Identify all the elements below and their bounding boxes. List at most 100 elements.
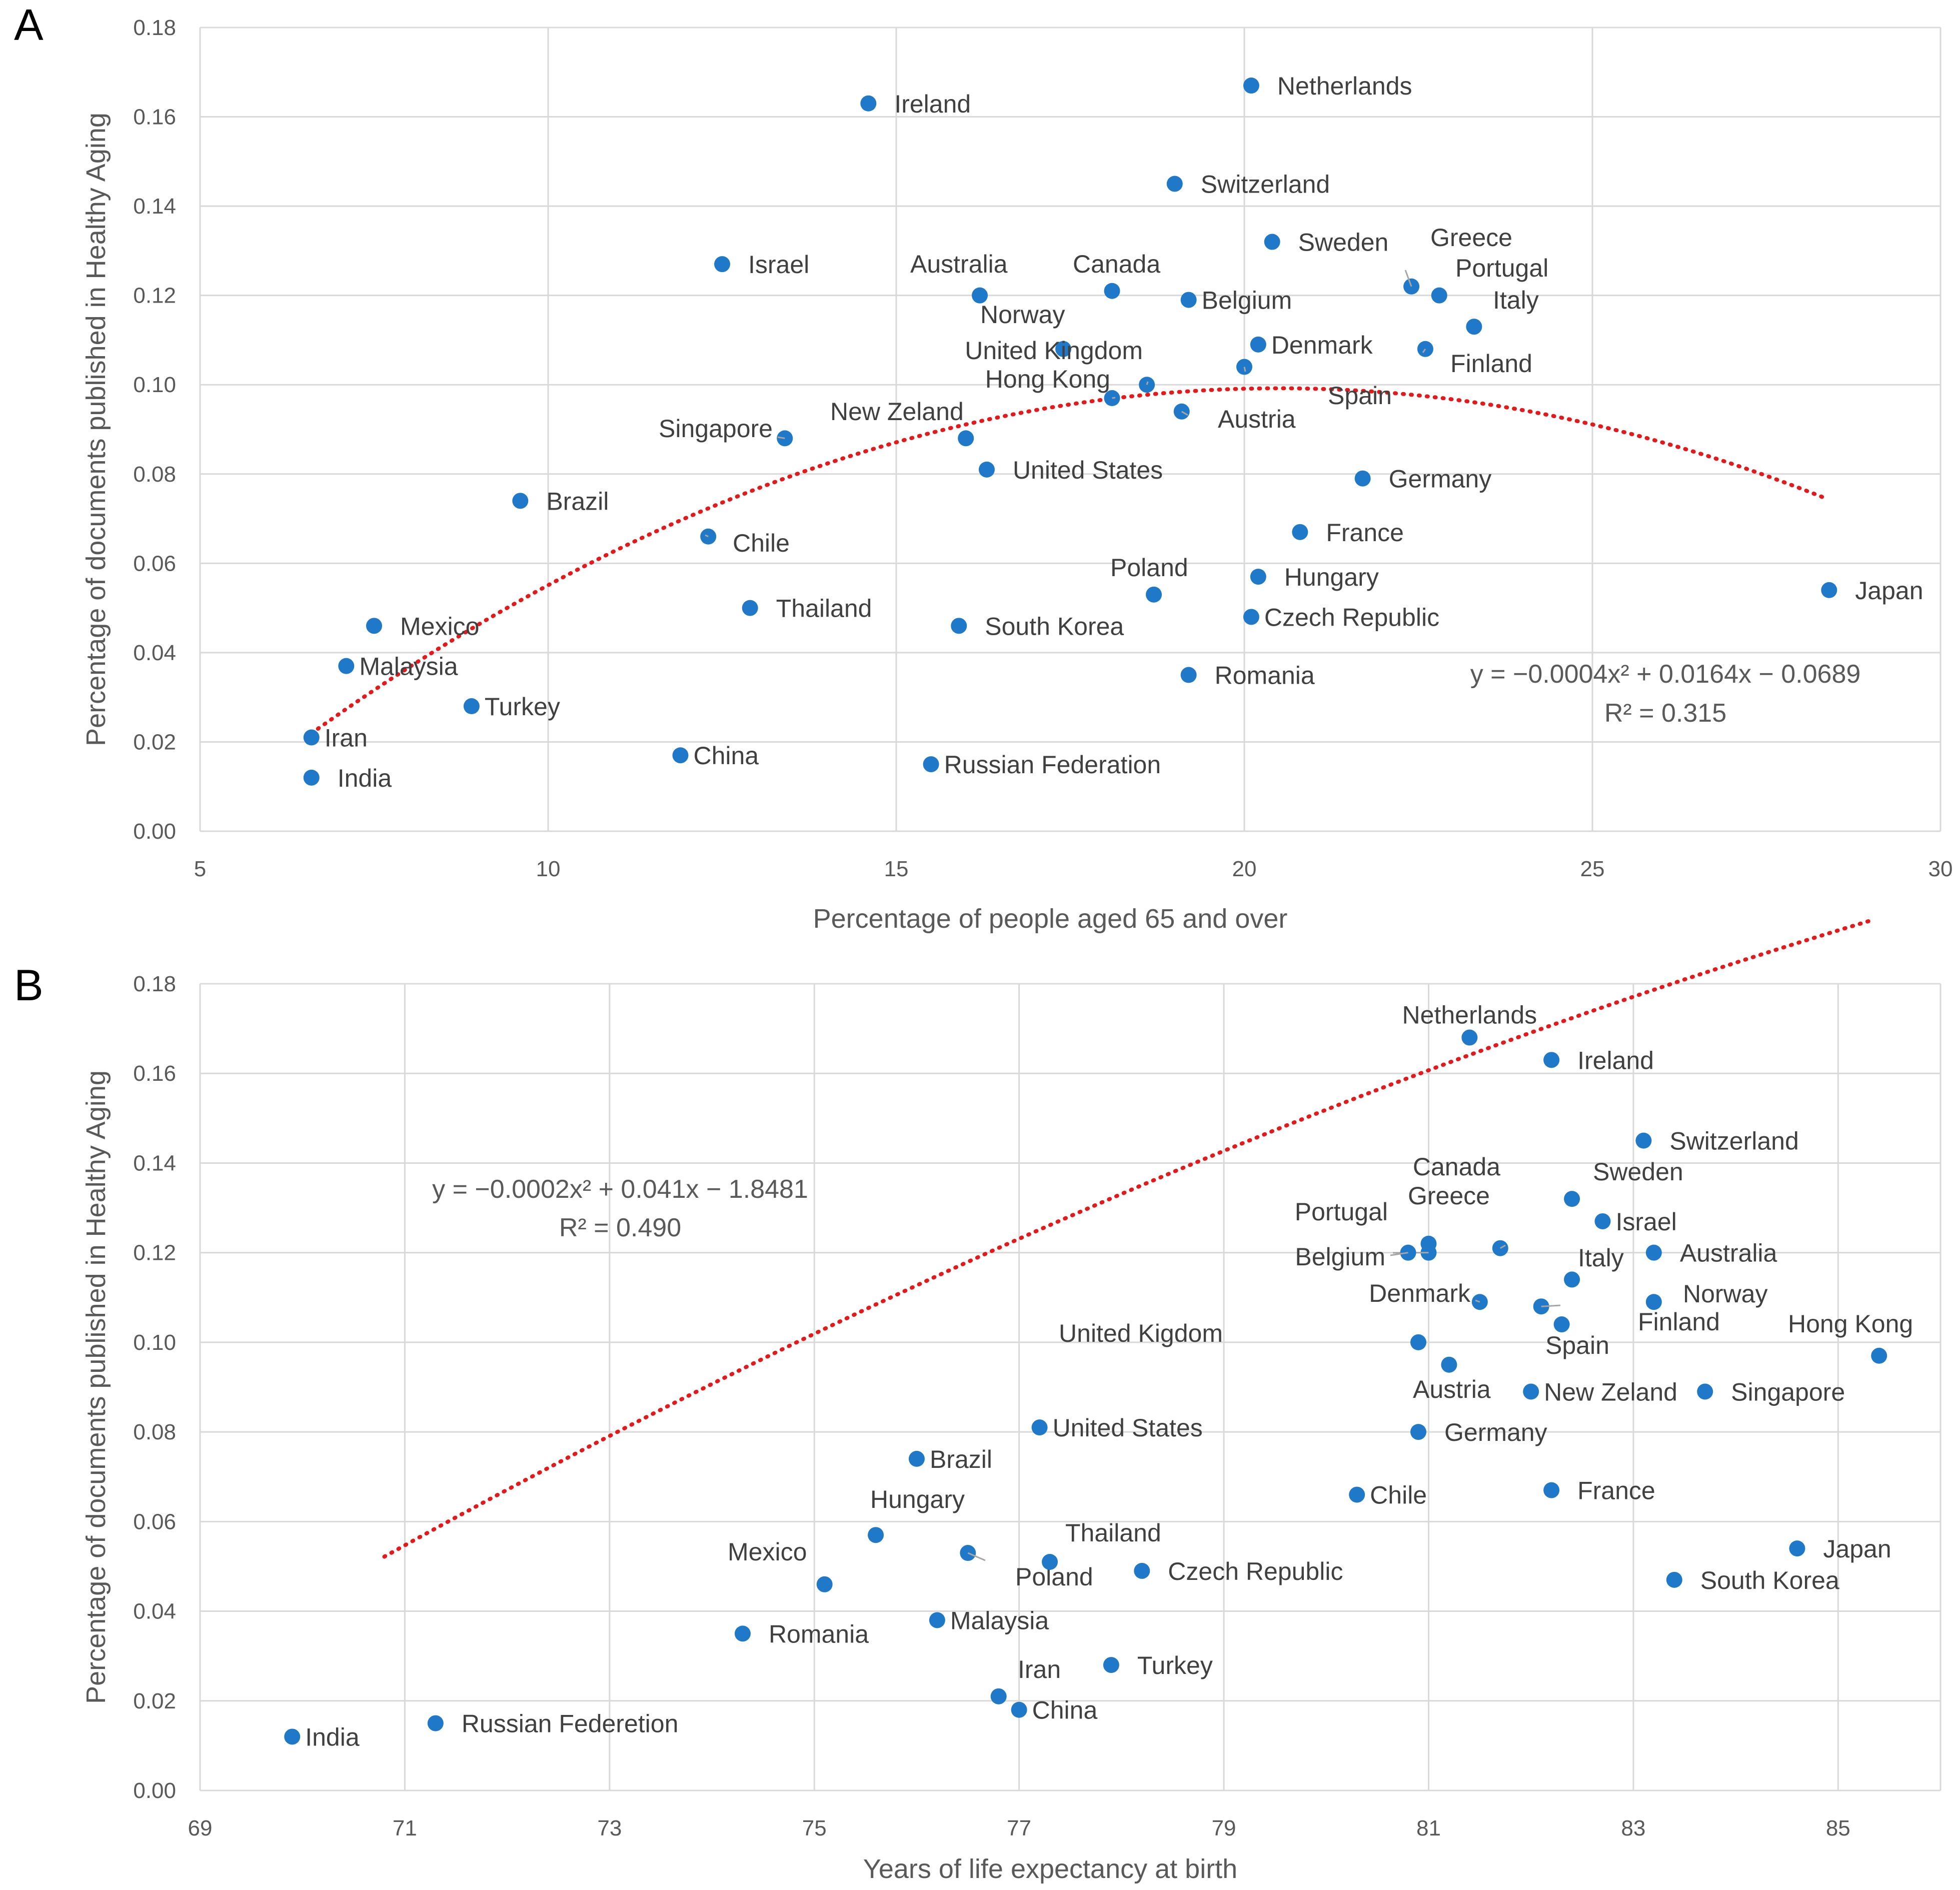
leader-line	[1243, 367, 1246, 372]
label-new-zeland: New Zeland	[1544, 1378, 1677, 1406]
point-india	[303, 769, 320, 786]
r-squared-label: R² = 0.315	[1604, 699, 1726, 728]
label-south-korea: South Korea	[985, 612, 1124, 640]
point-india	[284, 1728, 301, 1745]
leader-line	[1475, 1299, 1480, 1303]
y-tick-label: 0.04	[133, 1599, 176, 1624]
trendline	[309, 386, 1824, 736]
trendline-equation: y = −0.0004x² + 0.0164x − 0.0689	[1470, 660, 1861, 689]
point-united-kigdom	[1410, 1334, 1426, 1350]
label-thailand: Thailand	[776, 595, 872, 623]
label-sweden: Sweden	[1593, 1158, 1683, 1186]
label-finland: Finland	[1638, 1308, 1720, 1336]
label-czech-republic: Czech Republic	[1264, 603, 1439, 631]
label-belgium: Belgium	[1202, 287, 1292, 315]
label-japan: Japan	[1855, 577, 1923, 605]
point-denmark	[1250, 336, 1266, 353]
point-turkey	[1103, 1657, 1119, 1673]
label-netherlands: Netherlands	[1402, 1001, 1537, 1029]
y-tick-label: 0.08	[133, 1420, 176, 1444]
y-tick-label: 0.12	[133, 284, 176, 308]
label-hungary: Hungary	[1284, 563, 1379, 591]
label-finland: Finland	[1450, 350, 1532, 378]
point-netherlands	[1461, 1029, 1478, 1046]
point-romania	[1180, 667, 1197, 683]
label-iran: Iran	[325, 724, 368, 752]
label-romania: Romania	[769, 1620, 869, 1648]
label-brazil: Brazil	[546, 487, 609, 515]
y-tick-label: 0.12	[133, 1241, 176, 1265]
label-hong-kong: Hong Kong	[985, 365, 1110, 393]
point-china	[1011, 1701, 1027, 1718]
label-greece: Greece	[1408, 1182, 1490, 1210]
y-tick-label: 0.06	[133, 551, 176, 576]
label-united-states: United States	[1053, 1414, 1203, 1442]
point-sweden	[1564, 1191, 1580, 1207]
x-tick-label: 71	[393, 1816, 417, 1840]
label-spain: Spain	[1328, 382, 1392, 410]
point-ireland	[1543, 1052, 1560, 1068]
label-united-states: United States	[1013, 456, 1163, 484]
point-canada	[1104, 283, 1120, 299]
leader-line	[1541, 1304, 1561, 1307]
label-mexico: Mexico	[728, 1538, 807, 1566]
point-germany	[1354, 470, 1371, 487]
label-israel: Israel	[1615, 1208, 1676, 1236]
point-sweden	[1264, 234, 1280, 250]
point-ireland	[860, 95, 877, 112]
label-portugal: Portugal	[1295, 1198, 1388, 1226]
leader-line	[1181, 411, 1188, 416]
x-tick-label: 85	[1826, 1816, 1850, 1840]
point-malaysia	[338, 658, 355, 674]
label-russian-federetion: Russian Federetion	[462, 1710, 679, 1738]
y-tick-label: 0.16	[133, 105, 176, 130]
label-chile: Chile	[733, 529, 790, 557]
point-austria	[1441, 1356, 1457, 1373]
label-malaysia: Malaysia	[359, 653, 458, 681]
leader-line	[967, 1552, 986, 1561]
label-india: India	[338, 764, 392, 792]
point-israel	[714, 256, 730, 273]
label-denmark: Denmark	[1271, 331, 1373, 359]
x-axis-title: Percentage of people aged 65 and over	[813, 904, 1288, 934]
label-switzerland: Switzerland	[1201, 170, 1330, 198]
point-south-korea	[1666, 1571, 1682, 1588]
chart-panel-a: A 0.00 0.02 0.04 0.06 0.08 0.10 0.12 0.14 0.16 0.1…	[14, 0, 1952, 934]
point-russian-federetion	[427, 1715, 444, 1731]
y-tick-label: 0.18	[133, 972, 176, 996]
label-hong-kong: Hong Kong	[1788, 1310, 1913, 1338]
y-tick-label: 0.16	[133, 1061, 176, 1086]
label-germany: Germany	[1389, 465, 1492, 493]
point-germany	[1410, 1424, 1426, 1440]
x-tick-label: 30	[1928, 857, 1953, 881]
label-greece: Greece	[1430, 224, 1512, 252]
point-malaysia	[929, 1612, 945, 1628]
label-belgium: Belgium	[1295, 1243, 1385, 1271]
point-switzerland	[1635, 1132, 1652, 1149]
point-romania	[734, 1625, 751, 1642]
point-new-zeland	[1523, 1383, 1539, 1400]
x-tick-label: 83	[1621, 1816, 1645, 1840]
x-tick-label: 15	[884, 857, 909, 881]
y-tick-label: 0.14	[133, 1151, 176, 1175]
point-belgium	[1180, 292, 1197, 308]
leader-line	[777, 436, 785, 439]
leader-line	[1500, 1244, 1506, 1249]
label-italy: Italy	[1493, 286, 1539, 314]
label-australia: Australia	[1680, 1239, 1777, 1267]
point-thailand	[1042, 1553, 1058, 1570]
x-tick-label: 69	[188, 1816, 213, 1840]
y-tick-label: 0.10	[133, 1330, 176, 1355]
leader-line	[705, 534, 709, 538]
point-hungary	[868, 1527, 884, 1543]
x-tick-label: 20	[1232, 857, 1257, 881]
label-singapore: Singapore	[1731, 1378, 1845, 1406]
label-sweden: Sweden	[1298, 229, 1389, 257]
label-ireland: Ireland	[1577, 1046, 1654, 1074]
label-malaysia: Malaysia	[950, 1606, 1049, 1634]
point-thailand	[742, 600, 758, 616]
leader-line	[1146, 381, 1149, 385]
trendline	[382, 919, 1871, 1559]
y-tick-label: 0.18	[133, 16, 176, 40]
